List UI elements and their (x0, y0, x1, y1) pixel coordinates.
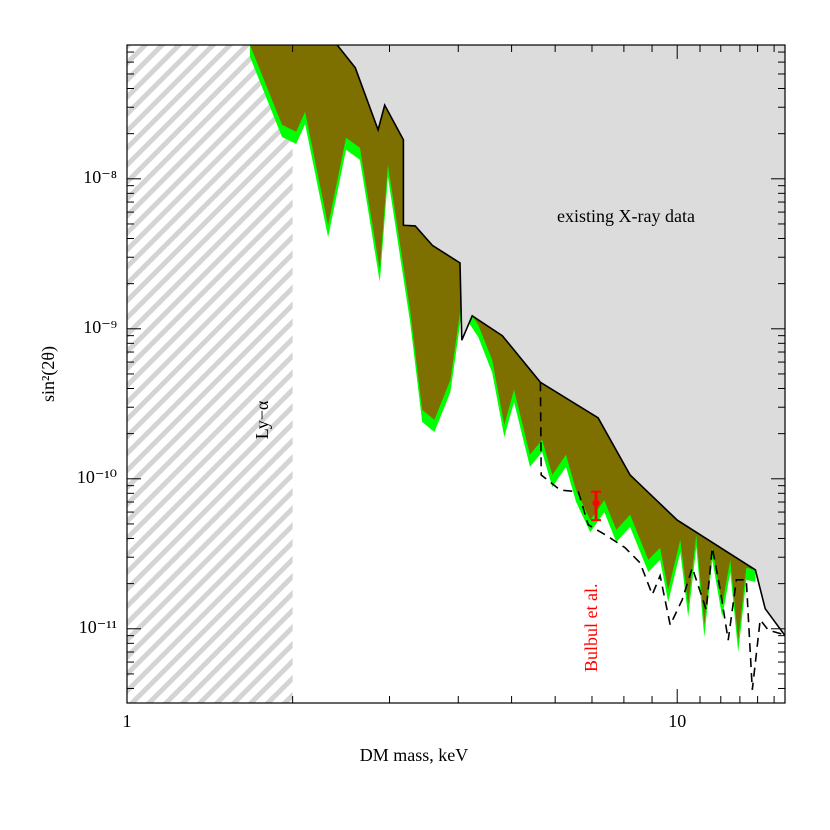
x-axis-label: DM mass, keV (360, 745, 469, 765)
y-axis-label: sin²(2θ) (38, 346, 59, 402)
y-tick-label: 10⁻⁸ (83, 167, 117, 187)
error-label: Bulbul et al. (581, 584, 601, 673)
region-fill (337, 45, 785, 636)
dashed-line (539, 382, 785, 690)
x-tick-label: 1 (123, 711, 132, 731)
region-label: existing X-ray data (557, 206, 695, 226)
error-point (592, 499, 600, 507)
y-tick-label: 10⁻⁹ (83, 317, 117, 337)
plot-area (127, 45, 785, 703)
y-tick-label: 10⁻¹¹ (79, 617, 117, 637)
plot-frame (126, 44, 786, 704)
boundary-line (336, 45, 785, 637)
overlay: Ly−α existing X-ray data Bulbul et al. 1 10 1… (77, 45, 785, 731)
x-tick-label: 10 (668, 711, 686, 731)
excluded-region (127, 45, 293, 703)
region-label: Ly−α (252, 400, 272, 439)
y-tick-label: 10⁻¹⁰ (77, 467, 117, 487)
